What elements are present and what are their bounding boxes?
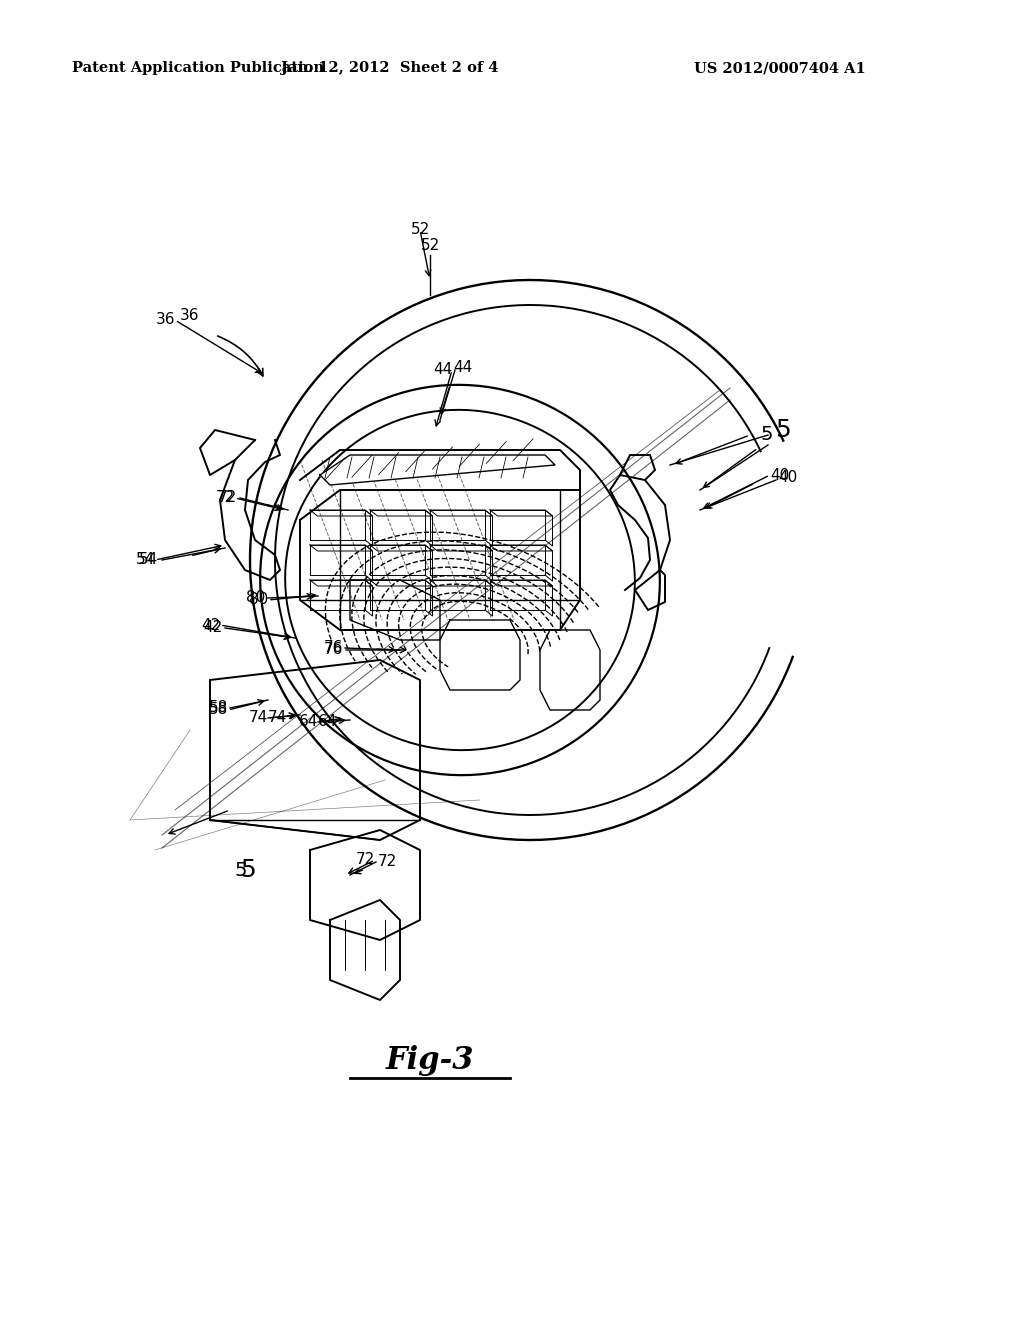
Text: 5: 5 [775,418,791,442]
Text: 58: 58 [209,702,228,718]
Text: 74: 74 [268,710,288,726]
Text: Fig-3: Fig-3 [386,1044,474,1076]
Text: 72: 72 [378,854,397,870]
Text: 52: 52 [411,223,430,238]
Text: 80: 80 [246,590,265,606]
Text: Jan. 12, 2012  Sheet 2 of 4: Jan. 12, 2012 Sheet 2 of 4 [282,61,499,75]
Text: US 2012/0007404 A1: US 2012/0007404 A1 [694,61,866,75]
Text: 42: 42 [203,620,222,635]
Text: 54: 54 [136,553,155,568]
Text: 76: 76 [324,640,343,656]
Text: 72: 72 [355,853,375,867]
Text: 40: 40 [770,467,790,483]
Text: 72: 72 [218,491,237,506]
Text: 5: 5 [760,425,772,445]
Text: Patent Application Publication: Patent Application Publication [72,61,324,75]
Text: 54: 54 [138,553,158,568]
Text: 64: 64 [299,714,318,730]
Polygon shape [319,455,555,484]
Text: 58: 58 [209,701,228,715]
Text: 72: 72 [216,491,234,506]
Text: 5: 5 [240,858,256,882]
Text: 64: 64 [318,714,337,730]
Text: 36: 36 [156,313,175,327]
Text: 74: 74 [249,710,268,726]
Text: 42: 42 [201,618,220,632]
Text: 76: 76 [324,643,343,657]
Text: 44: 44 [433,363,452,378]
Text: 36: 36 [180,308,200,322]
Text: 44: 44 [453,360,472,375]
Text: 40: 40 [778,470,798,486]
Text: 5: 5 [234,861,248,879]
Text: 80: 80 [249,593,268,607]
Text: 52: 52 [421,238,439,252]
